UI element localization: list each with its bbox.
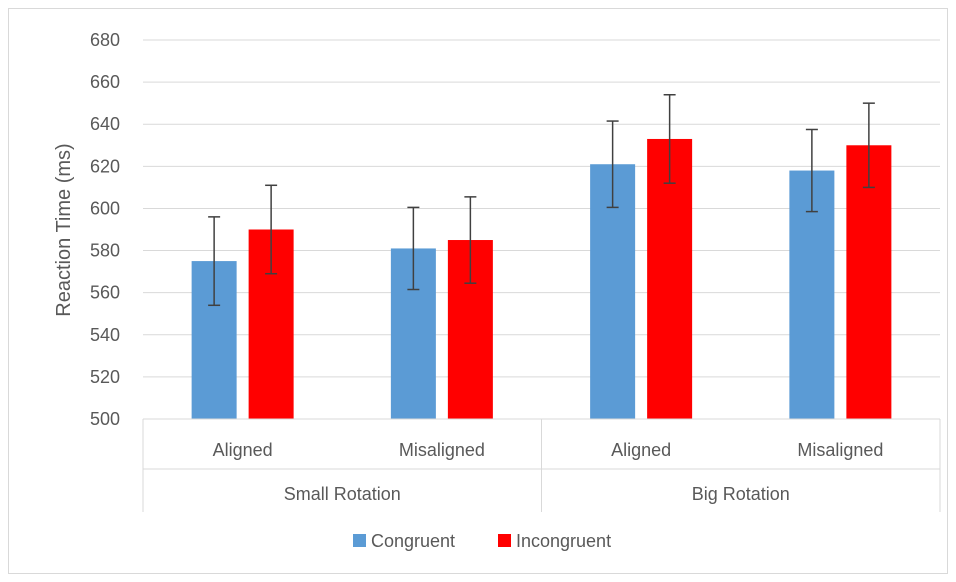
y-tick-label: 500 [90,409,120,429]
x-tick-label: Aligned [213,440,273,460]
y-tick-label: 520 [90,367,120,387]
y-tick-label: 660 [90,72,120,92]
legend-swatch [353,534,366,547]
legend-label: Congruent [371,531,455,551]
x-tick-label: Misaligned [797,440,883,460]
y-tick-label: 540 [90,325,120,345]
y-tick-label: 580 [90,241,120,261]
bar [846,145,892,419]
y-tick-label: 640 [90,114,120,134]
y-tick-label: 600 [90,198,120,218]
group-label: Big Rotation [692,484,790,504]
legend-label: Incongruent [516,531,611,551]
legend-swatch [498,534,511,547]
x-axis: Aligned Misaligned Aligned Misaligned Small … [142,418,941,512]
y-tick-label: 560 [90,283,120,303]
y-tick-label: 620 [90,156,120,176]
y-tick-labels: 500 520 540 560 580 600 620 640 660 680 [90,30,120,429]
x-tick-label: Misaligned [399,440,485,460]
error-bars [208,93,875,307]
bar [647,138,693,419]
y-axis-title: Reaction Time (ms) [53,143,75,316]
x-tick-label: Aligned [611,440,671,460]
group-label: Small Rotation [284,484,401,504]
y-tick-label: 680 [90,30,120,50]
legend: Congruent Incongruent [353,531,611,551]
